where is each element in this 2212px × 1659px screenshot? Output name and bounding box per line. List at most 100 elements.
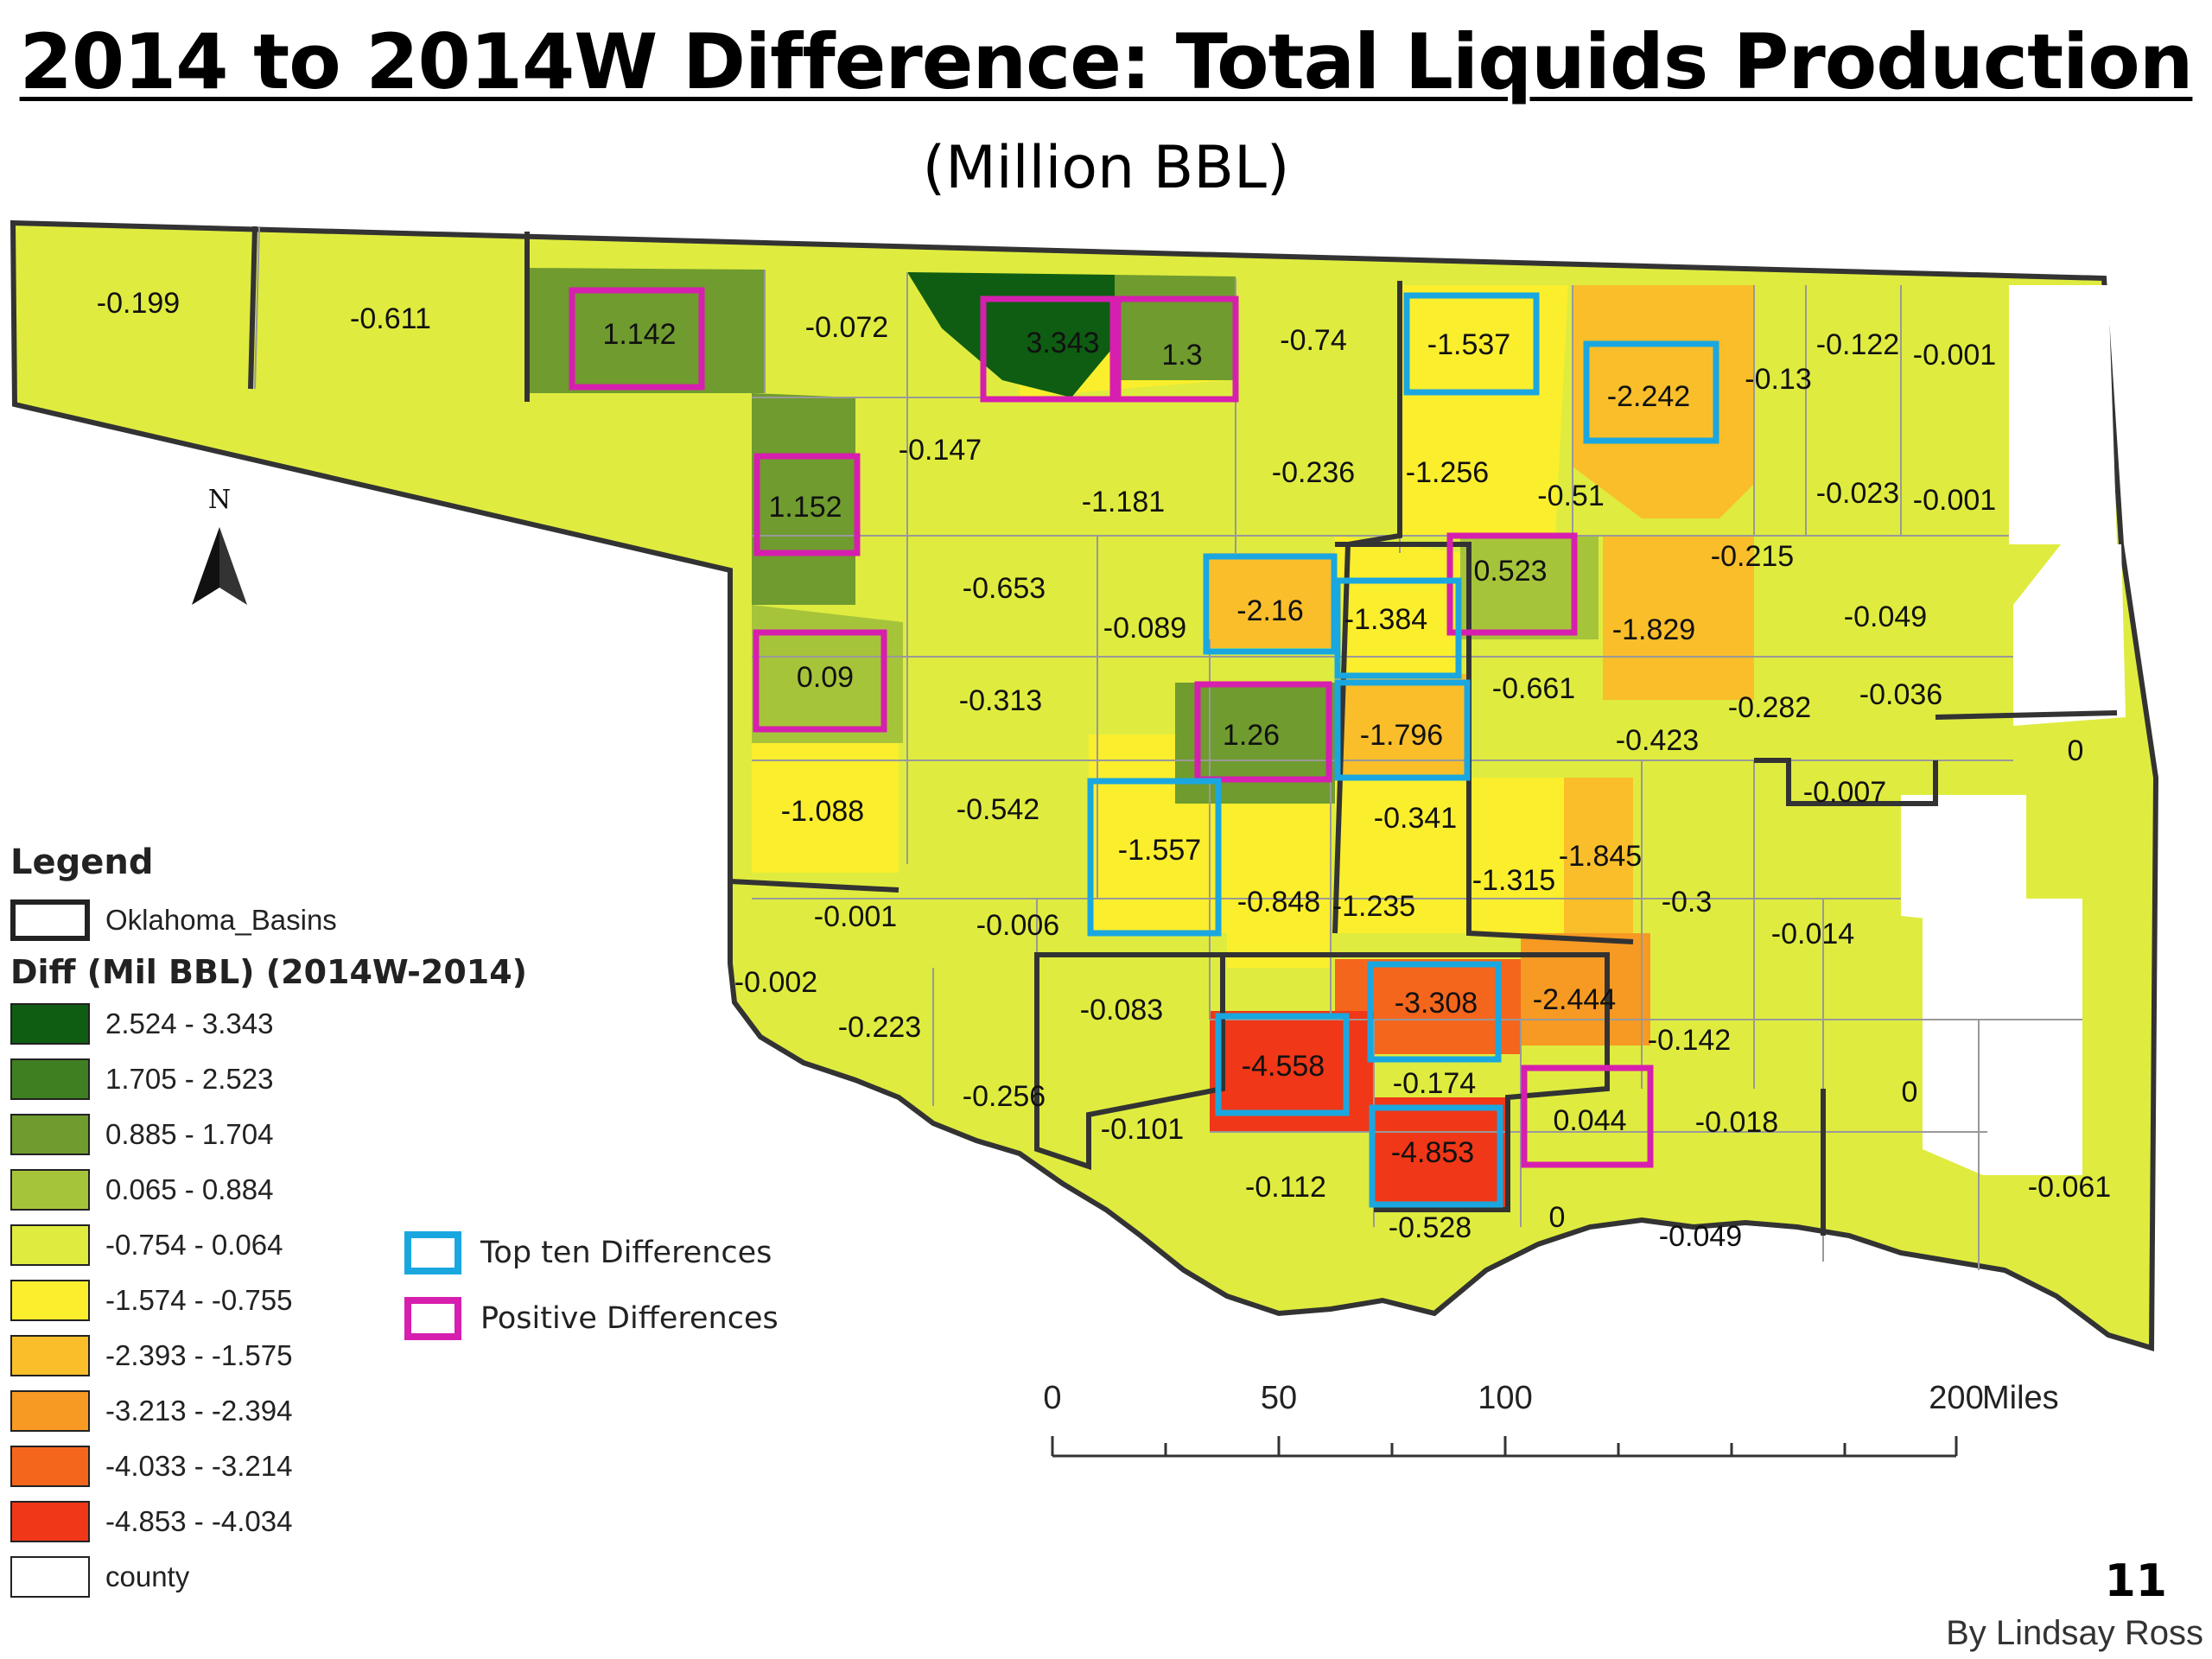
county-fill-white xyxy=(2009,285,2117,544)
county-value: -2.242 xyxy=(1607,380,1690,413)
county-value: -0.313 xyxy=(959,684,1042,717)
county-swatch xyxy=(10,1556,90,1598)
county-value: -0.089 xyxy=(1103,612,1186,645)
county-value: 0 xyxy=(2068,734,2084,767)
county-value: -1.088 xyxy=(781,795,864,828)
county-value: -0.423 xyxy=(1616,724,1699,757)
legend-class-row: 1.705 - 2.523 xyxy=(10,1057,529,1102)
county-value: -0.282 xyxy=(1728,691,1811,724)
county-value: -2.16 xyxy=(1236,594,1304,627)
legend-class-row: -1.574 - -0.755 xyxy=(10,1278,529,1323)
top-ten-box xyxy=(1334,679,1471,781)
county-value: -0.215 xyxy=(1711,540,1794,573)
county-value: -1.181 xyxy=(1082,486,1165,518)
positive-box xyxy=(1521,1065,1654,1168)
positive-swatch xyxy=(404,1297,461,1340)
top-ten-box xyxy=(1087,778,1222,937)
legend-class-label: 0.885 - 1.704 xyxy=(105,1118,274,1150)
county-value: -0.101 xyxy=(1101,1113,1184,1146)
legend-class-label: -4.853 - -4.034 xyxy=(105,1505,293,1537)
county-value: -0.001 xyxy=(1913,484,1996,517)
county-value: 1.152 xyxy=(768,491,842,524)
county-value: -0.061 xyxy=(2028,1171,2111,1204)
county-value: -1.796 xyxy=(1360,719,1443,752)
county-fill-orange xyxy=(1335,674,1469,778)
legend-class-label: 2.524 - 3.343 xyxy=(105,1007,274,1039)
legend-class-row: -3.213 - -2.394 xyxy=(10,1389,529,1433)
top-ten-box xyxy=(1367,961,1502,1063)
county-value: -0.083 xyxy=(1080,994,1163,1027)
county-value: -1.256 xyxy=(1406,456,1489,489)
top-ten-box xyxy=(1215,1013,1350,1116)
county-value: 0.09 xyxy=(797,661,854,694)
county-value: -0.002 xyxy=(734,966,817,999)
positive-box xyxy=(569,287,705,391)
county-fill-yellow xyxy=(1400,285,1568,536)
legend-swatch xyxy=(10,1335,90,1376)
legend-class-label: 0.065 - 0.884 xyxy=(105,1173,274,1205)
positive-box xyxy=(1115,296,1239,403)
county-fill-green xyxy=(1175,683,1335,804)
county-value: -0.018 xyxy=(1695,1106,1778,1139)
county-value: -0.049 xyxy=(1844,601,1927,633)
top-ten-box xyxy=(1403,292,1540,396)
scale-tick-label: 0 xyxy=(1043,1380,1061,1416)
county-value: -0.007 xyxy=(1803,776,1886,809)
positive-box xyxy=(1194,681,1332,783)
county-value: 0 xyxy=(1902,1076,1918,1109)
positive-highlights xyxy=(569,287,1654,1168)
page-number: 11 xyxy=(2104,1555,2167,1607)
county-value: -0.014 xyxy=(1771,918,1854,950)
scale-unit-label: Miles xyxy=(1982,1380,2059,1416)
county-fill-yellow xyxy=(752,743,899,873)
legend-swatch xyxy=(10,1058,90,1100)
county-fill-yellow xyxy=(1469,778,1564,933)
county-value: -0.174 xyxy=(1393,1067,1476,1100)
legend-swatch xyxy=(10,1280,90,1321)
county-value-labels: -0.199 -0.611 1.142 -0.072 3.343 1.3 -0.… xyxy=(97,287,2111,1253)
county-value: -0.006 xyxy=(976,909,1059,942)
county-value: -0.001 xyxy=(1913,339,1996,372)
basin-label: Oklahoma_Basins xyxy=(105,904,337,936)
county-value: -1.384 xyxy=(1344,603,1427,636)
county-value: -1.845 xyxy=(1559,840,1642,873)
legend-class-row: 0.065 - 0.884 xyxy=(10,1167,529,1212)
legend-title: Legend xyxy=(10,842,154,882)
positive-box xyxy=(753,629,887,733)
top-ten-legend-row: Top ten Differences xyxy=(404,1231,779,1274)
legend-class-row: -4.853 - -4.034 xyxy=(10,1499,529,1544)
top-ten-box xyxy=(1203,553,1338,655)
legend-class-label: -2.393 - -1.575 xyxy=(105,1339,293,1371)
north-arrow-icon: N xyxy=(192,485,247,605)
county-value: 0 xyxy=(1549,1201,1566,1234)
legend-class-row: -2.393 - -1.575 xyxy=(10,1333,529,1378)
county-value: -0.51 xyxy=(1537,480,1605,512)
top-ten-box xyxy=(1583,340,1719,444)
top-ten-box xyxy=(1334,577,1462,679)
legend-class-row: 0.885 - 1.704 xyxy=(10,1112,529,1157)
author-credit: By Lindsay Ross xyxy=(1946,1614,2203,1652)
county-value: -0.147 xyxy=(899,434,982,467)
county-fill-green xyxy=(1460,536,1599,639)
legend-county-row: county xyxy=(10,1554,529,1599)
basin-outlines xyxy=(248,226,2118,1236)
scale-tick-label: 50 xyxy=(1261,1380,1297,1416)
county-value: 0.523 xyxy=(1473,555,1547,588)
highlight-legend: Top ten Differences Positive Differences xyxy=(404,1231,779,1363)
legend-class-row: -4.033 - -3.214 xyxy=(10,1444,529,1489)
legend-swatch xyxy=(10,1169,90,1211)
county-value: -0.049 xyxy=(1659,1220,1742,1253)
county-fill-white xyxy=(2013,544,2126,726)
county-fill-green xyxy=(527,268,765,393)
legend-class-row: 2.524 - 3.343 xyxy=(10,1001,529,1046)
legend-basins-row: Oklahoma_Basins xyxy=(10,898,529,943)
legend-class-row: -0.754 - 0.064 xyxy=(10,1223,529,1268)
county-value: -0.542 xyxy=(957,793,1039,826)
scale-bar: 0 50 100 200 Miles xyxy=(1043,1380,2059,1458)
legend-swatch xyxy=(10,1390,90,1432)
county-fill-darkgreen xyxy=(907,272,1115,397)
county-value: -0.3 xyxy=(1662,886,1713,918)
county-fill-orange3 xyxy=(1335,959,1521,1054)
county-value: 0.044 xyxy=(1553,1104,1626,1137)
